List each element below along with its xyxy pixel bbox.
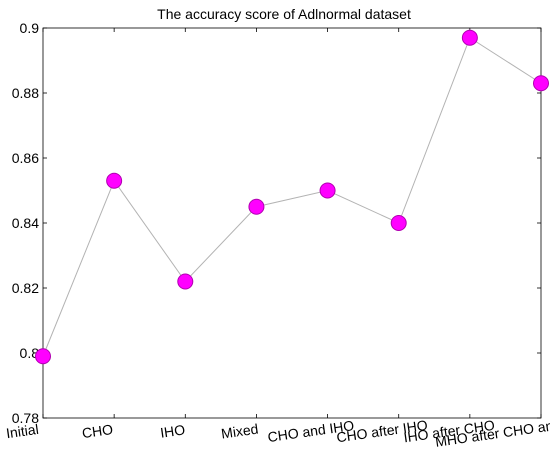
x-tick-label: Initial (5, 421, 40, 441)
data-point (533, 75, 549, 92)
series-markers (35, 29, 549, 365)
data-point (106, 172, 123, 189)
x-tick-label: CHO (81, 421, 114, 441)
data-point (35, 348, 51, 365)
x-tick-label: Mixed (220, 421, 259, 442)
y-tick-label: 0.82 (12, 280, 39, 296)
y-tick-label: 0.86 (12, 150, 39, 166)
y-tick-label: 0.8 (20, 345, 40, 361)
y-tick-label: 0.78 (12, 410, 39, 426)
data-point (390, 215, 407, 231)
data-point (248, 198, 265, 215)
series-line (42, 36, 542, 357)
data-point (461, 29, 478, 46)
chart-title: The accuracy score of Adlnormal dataset (157, 6, 411, 22)
y-tick-label: 0.84 (12, 215, 39, 231)
x-tick-label: IHO (159, 421, 186, 440)
y-tick-label: 0.9 (20, 20, 40, 36)
data-point (319, 182, 336, 199)
y-tick-label: 0.88 (12, 85, 39, 101)
plot-area (42, 27, 542, 419)
y-axis: 0.78 0.8 0.82 0.84 0.86 0.88 0.9 (12, 20, 541, 426)
data-point (177, 273, 194, 290)
